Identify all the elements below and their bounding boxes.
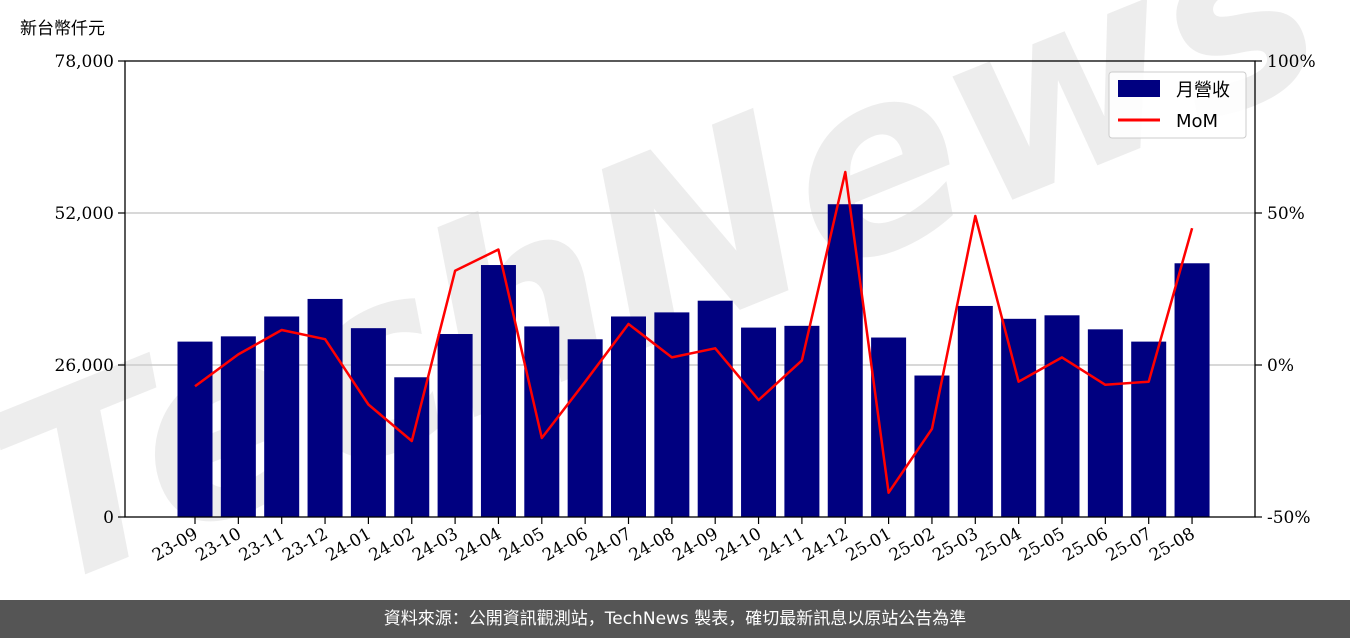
y-left-tick-label: 78,000 <box>55 52 114 72</box>
y-left-tick-label: 26,000 <box>55 356 114 376</box>
y-left-tick-label: 0 <box>103 508 114 528</box>
x-tick-label-24-09: 24-09 <box>669 524 721 566</box>
bar-24-11 <box>784 325 820 517</box>
bar-25-06 <box>1087 329 1123 517</box>
legend-label-bar: 月營收 <box>1176 80 1230 101</box>
y-axis-unit-label: 新台幣仟元 <box>20 19 105 39</box>
x-tick-label-24-07: 24-07 <box>583 524 635 566</box>
y-right-tick-label: 50% <box>1267 204 1305 224</box>
bar-23-10 <box>220 336 256 517</box>
x-tick-label-24-08: 24-08 <box>626 524 678 566</box>
bar-25-08 <box>1174 263 1210 517</box>
x-tick-label-24-12: 24-12 <box>799 524 851 566</box>
bar-24-09 <box>697 300 733 517</box>
bar-24-03 <box>437 334 473 517</box>
x-tick-label-24-04: 24-04 <box>453 524 505 566</box>
bar-23-11 <box>264 316 300 517</box>
y-right-tick-label: 0% <box>1267 356 1294 376</box>
x-tick-label-25-03: 25-03 <box>929 524 981 566</box>
footer-source-note: 資料來源：公開資訊觀測站，TechNews 製表，確切最新訊息以原站公告為準 <box>0 600 1350 638</box>
x-tick-label-25-04: 25-04 <box>973 524 1025 566</box>
bar-24-06 <box>567 339 603 517</box>
x-tick-label-25-05: 25-05 <box>1016 524 1068 566</box>
x-tick-label-25-01: 25-01 <box>843 524 895 566</box>
bar-24-04 <box>480 265 516 517</box>
y-right-tick-label: -50% <box>1267 508 1311 528</box>
plot-frame <box>124 60 1256 518</box>
revenue-chart: TechNews 026,00052,00078,000-50%0%50%100… <box>0 0 1350 600</box>
x-tick-label-25-06: 25-06 <box>1059 524 1111 566</box>
legend-label-line: MoM <box>1176 111 1218 132</box>
x-tick-label-24-11: 24-11 <box>756 524 808 566</box>
legend: 月營收 MoM <box>1108 71 1247 139</box>
x-tick-label-25-02: 25-02 <box>886 524 938 566</box>
bar-23-12 <box>307 298 343 517</box>
mom-line <box>194 170 1194 494</box>
x-tick-label-25-07: 25-07 <box>1103 524 1155 566</box>
x-tick-label-24-10: 24-10 <box>713 524 765 566</box>
bar-23-09 <box>177 341 213 517</box>
bar-25-05 <box>1044 315 1080 517</box>
x-tick-label-25-08: 25-08 <box>1146 524 1198 566</box>
x-tick-label-24-03: 24-03 <box>409 524 461 566</box>
bar-24-01 <box>350 328 386 517</box>
y-right-tick-label: 100% <box>1267 52 1316 72</box>
bar-24-10 <box>741 327 777 517</box>
x-tick-label-24-02: 24-02 <box>366 524 418 566</box>
x-tick-label-24-06: 24-06 <box>539 524 591 566</box>
bar-25-04 <box>1001 318 1037 517</box>
legend-swatch-bar <box>1118 80 1160 97</box>
bar-24-12 <box>827 204 863 517</box>
bar-24-02 <box>394 377 430 517</box>
bar-24-07 <box>611 316 646 517</box>
y-left-tick-label: 52,000 <box>55 204 114 224</box>
x-tick-label-24-05: 24-05 <box>496 524 548 566</box>
bar-25-07 <box>1131 341 1167 517</box>
bar-25-03 <box>957 305 993 517</box>
bar-24-08 <box>654 312 690 517</box>
